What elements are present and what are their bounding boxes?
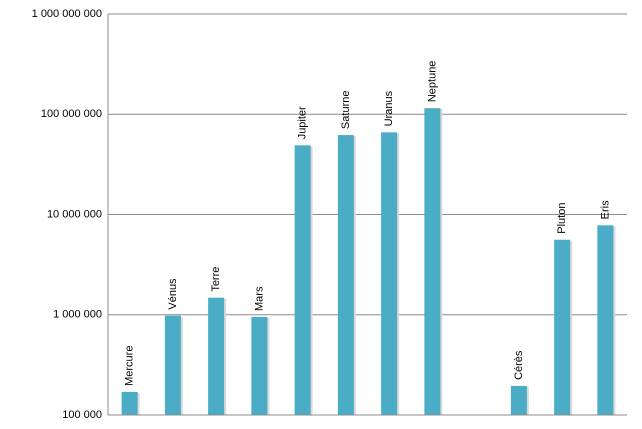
bar — [251, 316, 268, 415]
bar — [164, 315, 181, 415]
bar-label: Saturne — [340, 91, 352, 130]
bar-label: Neptune — [426, 61, 438, 103]
y-tick-label: 1 000 000 000 — [32, 8, 102, 20]
bar — [381, 132, 398, 416]
bar-label: Vénus — [167, 278, 179, 310]
bar — [554, 239, 571, 415]
bar — [121, 391, 138, 415]
bar-label: Pluton — [556, 203, 568, 234]
bar-label: Uranus — [383, 90, 395, 126]
bar — [337, 135, 354, 415]
bar-label: Eris — [599, 200, 611, 219]
bar-label: Terre — [210, 267, 222, 292]
bar-label: Mars — [253, 286, 265, 311]
bar — [510, 385, 527, 415]
y-tick-label: 100 000 000 — [41, 108, 102, 120]
bar — [424, 108, 441, 415]
bar — [208, 297, 225, 415]
bar-label: Cérès — [513, 350, 525, 380]
bar-label: Jupiter — [297, 106, 309, 139]
bar — [597, 225, 614, 415]
bar — [294, 145, 311, 415]
y-tick-label: 100 000 — [62, 409, 102, 421]
bar-label: Mercure — [124, 346, 136, 386]
y-tick-label: 1 000 000 — [53, 309, 102, 321]
y-tick-label: 10 000 000 — [47, 208, 102, 220]
